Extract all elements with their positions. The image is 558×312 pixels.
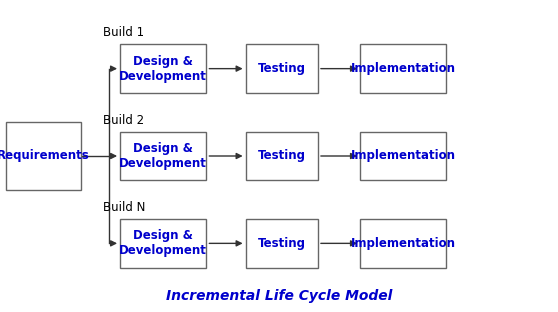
Text: Testing: Testing [258, 237, 306, 250]
Text: Implementation: Implementation [350, 62, 456, 75]
Text: Implementation: Implementation [350, 237, 456, 250]
Text: Build N: Build N [103, 201, 146, 214]
FancyBboxPatch shape [120, 44, 206, 93]
FancyBboxPatch shape [246, 132, 318, 180]
Text: Testing: Testing [258, 62, 306, 75]
FancyBboxPatch shape [360, 219, 446, 267]
Text: Implementation: Implementation [350, 149, 456, 163]
FancyBboxPatch shape [6, 122, 81, 190]
Text: Build 2: Build 2 [103, 114, 145, 127]
Text: Design &
Development: Design & Development [119, 55, 207, 83]
FancyBboxPatch shape [246, 44, 318, 93]
Text: Testing: Testing [258, 149, 306, 163]
Text: Requirements: Requirements [0, 149, 90, 163]
FancyBboxPatch shape [360, 44, 446, 93]
Text: Design &
Development: Design & Development [119, 142, 207, 170]
FancyBboxPatch shape [120, 219, 206, 267]
FancyBboxPatch shape [360, 132, 446, 180]
Text: Build 1: Build 1 [103, 26, 145, 39]
Text: Design &
Development: Design & Development [119, 229, 207, 257]
Text: Incremental Life Cycle Model: Incremental Life Cycle Model [166, 290, 392, 303]
FancyBboxPatch shape [120, 132, 206, 180]
FancyBboxPatch shape [246, 219, 318, 267]
